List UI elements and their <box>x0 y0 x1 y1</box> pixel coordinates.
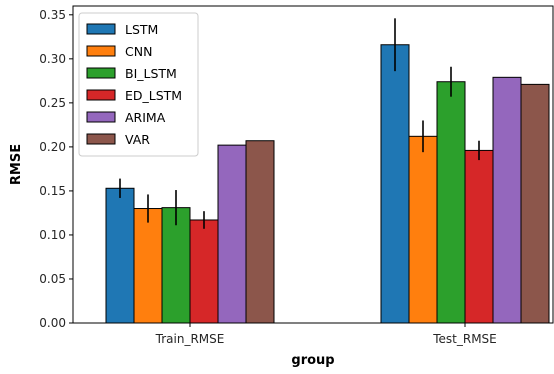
plot-frame <box>72 5 554 324</box>
bar-ed-lstm-train-rmse <box>189 219 219 324</box>
bar-cnn-test-rmse <box>408 135 438 324</box>
y-axis: 0.00 0.05 0.10 0.15 0.20 0.25 0.30 0.35 <box>39 8 73 330</box>
y-tick-label: 0.10 <box>39 228 66 242</box>
legend-swatch <box>86 111 116 123</box>
legend-entry-label: ARIMA <box>125 110 166 125</box>
x-tick-label: Test_RMSE <box>432 332 497 346</box>
y-tick-label: 0.20 <box>39 140 66 154</box>
bars-layer <box>105 44 550 324</box>
x-axis-label: group <box>291 353 334 368</box>
y-tick-label: 0.00 <box>39 316 66 330</box>
y-tick-label: 0.35 <box>39 8 66 22</box>
y-tick-label: 0.15 <box>39 184 66 198</box>
bar-cnn-train-rmse <box>133 208 163 324</box>
y-axis-label: RMSE <box>9 144 24 185</box>
legend-entry-label: LSTM <box>125 22 158 37</box>
y-tick-label: 0.25 <box>39 96 66 110</box>
bar-arima-train-rmse <box>217 144 247 324</box>
legend-entry-label: VAR <box>125 132 150 147</box>
x-tick-label: Train_RMSE <box>155 332 225 346</box>
legend-entry-label: CNN <box>125 44 152 59</box>
bar-var-train-rmse <box>245 140 275 324</box>
error-bars-layer <box>119 18 480 229</box>
legend-entry-label: BI_LSTM <box>125 66 177 81</box>
legend-entry-label: ED_LSTM <box>125 88 182 103</box>
bar-var-test-rmse <box>520 83 550 324</box>
bar-lstm-train-rmse <box>105 187 135 324</box>
y-tick-label: 0.05 <box>39 272 66 286</box>
legend-swatch <box>86 23 116 35</box>
legend-swatch <box>86 45 116 57</box>
legend-swatch <box>86 67 116 79</box>
bar-ed-lstm-test-rmse <box>464 149 494 324</box>
y-tick-label: 0.30 <box>39 52 66 66</box>
legend-swatch <box>86 89 116 101</box>
x-axis: Train_RMSE Test_RMSE <box>155 323 497 346</box>
legend-swatch <box>86 133 116 145</box>
bar-arima-test-rmse <box>492 76 522 324</box>
bar-bi-lstm-test-rmse <box>436 81 466 324</box>
bar-lstm-test-rmse <box>380 44 410 324</box>
legend: LSTM CNN BI_LSTM ED_LSTM ARIMA VAR <box>78 12 199 157</box>
